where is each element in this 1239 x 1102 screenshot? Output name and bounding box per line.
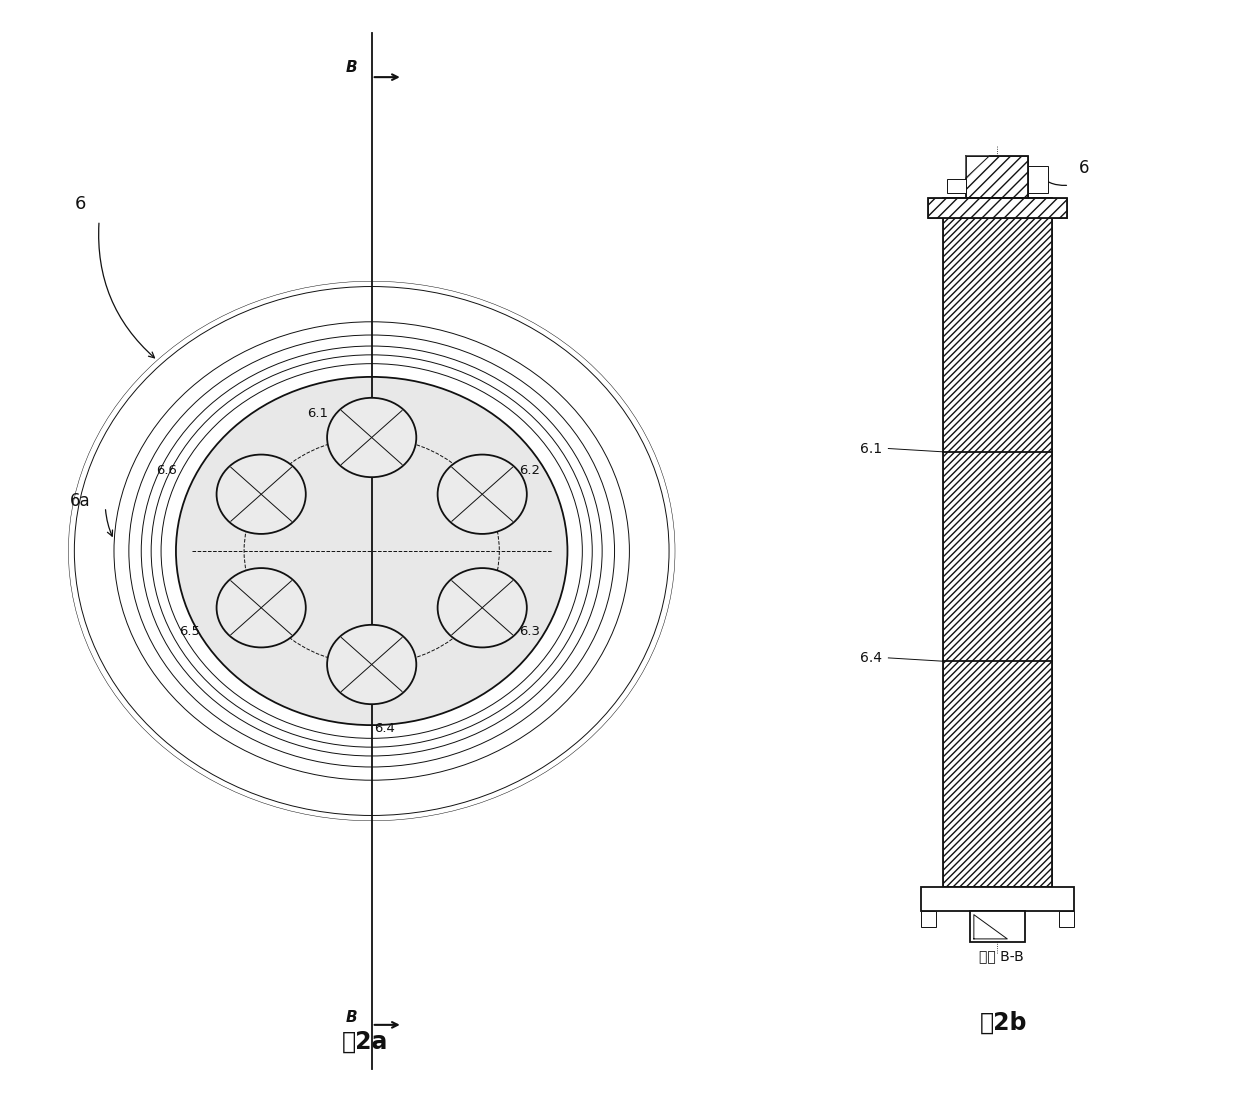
Text: 图2b: 图2b: [980, 1011, 1027, 1035]
Bar: [921, 887, 1074, 911]
Text: 6.3: 6.3: [519, 626, 540, 638]
Text: 6.2: 6.2: [519, 464, 540, 476]
Text: 6.4: 6.4: [374, 722, 394, 735]
Text: B: B: [346, 1009, 357, 1025]
Bar: [970, 911, 1025, 942]
Bar: [921, 911, 935, 927]
Text: B: B: [346, 60, 357, 75]
Text: 6: 6: [74, 195, 87, 213]
Circle shape: [217, 454, 306, 534]
Polygon shape: [974, 915, 1007, 939]
Text: 6.6: 6.6: [156, 464, 177, 476]
Circle shape: [327, 625, 416, 704]
Text: 截面 B-B: 截面 B-B: [979, 950, 1023, 963]
Bar: [1059, 911, 1074, 927]
Circle shape: [176, 377, 567, 725]
Circle shape: [437, 454, 527, 534]
Bar: [966, 156, 1028, 198]
Circle shape: [217, 569, 306, 647]
Bar: [943, 198, 1052, 887]
Bar: [1028, 166, 1048, 193]
Text: 6: 6: [1079, 159, 1089, 176]
Text: 6.1: 6.1: [860, 442, 882, 455]
Bar: [966, 156, 1028, 198]
Circle shape: [437, 569, 527, 648]
Text: 图2a: 图2a: [342, 1029, 389, 1054]
Text: 6.4: 6.4: [860, 651, 882, 665]
Circle shape: [327, 398, 416, 477]
Bar: [943, 198, 1052, 887]
Bar: [928, 198, 1067, 218]
Bar: [947, 179, 966, 193]
Text: 6.1: 6.1: [307, 407, 327, 420]
Text: 6a: 6a: [71, 493, 90, 510]
Bar: [928, 198, 1067, 218]
Polygon shape: [966, 156, 989, 177]
Text: 6.5: 6.5: [178, 626, 199, 638]
